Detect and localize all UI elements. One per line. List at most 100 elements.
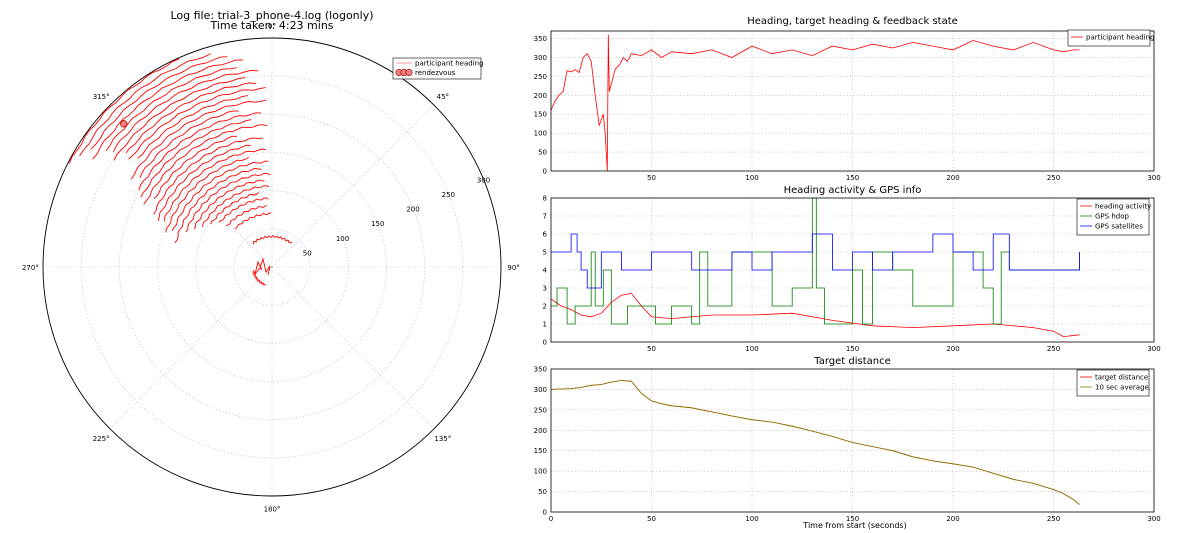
polar-labels: 0° 45° 90° 135° 180° 225° 270° 315° 50 100 150 200 2… xyxy=(22,22,520,513)
legend-label: GPS hdop xyxy=(1095,213,1129,221)
y-tick-label: 2 xyxy=(543,303,547,311)
polar-angle-label-270: 270° xyxy=(22,264,39,272)
polar-heading-arc xyxy=(157,144,251,222)
polar-heading-arc xyxy=(79,53,212,157)
polar-heading-arc xyxy=(202,185,270,228)
polar-heading-arc xyxy=(153,137,264,215)
heading-panel: Heading, target heading & feedback state… xyxy=(534,16,1161,182)
y-tick-label: 6 xyxy=(543,231,548,239)
polar-ring-150 xyxy=(157,152,387,382)
panel-title: Target distance xyxy=(813,356,891,367)
series-line-0 xyxy=(550,292,1080,338)
x-tick-label: 250 xyxy=(1047,345,1060,353)
series-line-1 xyxy=(550,379,1080,505)
polar-heading-arc xyxy=(174,167,262,244)
polar-heading-arc xyxy=(210,192,260,225)
polar-legend: participant heading rendezvous xyxy=(392,57,484,80)
polar-ring-200 xyxy=(119,114,425,420)
x-tick-label: 300 xyxy=(1147,345,1160,353)
polar-heading-arcs xyxy=(68,53,293,286)
polar-heading-arc xyxy=(130,99,267,180)
y-tick-label: 5 xyxy=(543,249,547,257)
panel-frame xyxy=(550,30,1155,172)
polar-heading-arc xyxy=(225,204,267,227)
polar-spoke-135 xyxy=(271,266,435,430)
legend-box xyxy=(1076,198,1150,236)
polar-spoke-225 xyxy=(109,266,273,430)
panel-title: Heading, target heading & feedback state xyxy=(747,16,958,27)
polar-heading-squiggle xyxy=(254,257,271,276)
y-tick-label: 4 xyxy=(543,267,548,275)
polar-heading-arc xyxy=(90,56,228,150)
x-tick-label: 100 xyxy=(745,515,758,523)
polar-angle-label-135: 135° xyxy=(434,435,451,443)
polar-radial-label-200: 200 xyxy=(406,206,419,214)
polar-plot: 0° 45° 90° 135° 180° 225° 270° 315° 50 100 150 200 2… xyxy=(22,22,520,513)
y-tick-label: 300 xyxy=(534,54,547,62)
polar-title-line2: Time taken: 4:23 mins xyxy=(209,19,333,32)
polar-radial-label-100: 100 xyxy=(336,235,349,243)
polar-radial-label-250: 250 xyxy=(442,191,455,199)
x-tick-label: 150 xyxy=(846,515,859,523)
distance-panel: Target distance 0 50 100 150 200 250 300 350 0 50 1… xyxy=(534,356,1161,523)
polar-heading-arc xyxy=(153,135,237,200)
x-tick-label: 100 xyxy=(745,345,758,353)
legend-label: participant heading xyxy=(1086,34,1155,42)
legend-label-rendezvous: rendezvous xyxy=(415,69,456,77)
polar-outer-circle xyxy=(42,37,502,497)
legend-marker-rendezvous-3 xyxy=(405,69,413,77)
x-tick-label: 150 xyxy=(846,345,859,353)
polar-heading-arc xyxy=(218,197,269,223)
x-tick-label: 100 xyxy=(745,174,758,182)
y-tick-label: 50 xyxy=(538,149,547,157)
polar-angle-label-180: 180° xyxy=(264,506,281,514)
polar-radial-label-150: 150 xyxy=(371,220,384,228)
polar-heading-arc xyxy=(92,59,243,160)
y-tick-label: 150 xyxy=(534,111,547,119)
polar-title-line1: Log file: trial-3_phone-4.log (logonly) xyxy=(170,9,373,22)
polar-ring-100 xyxy=(195,190,349,344)
legend-label: target distance xyxy=(1095,374,1148,382)
x-axis-label: Time from start (seconds) xyxy=(802,521,906,530)
x-tick-label: 0 xyxy=(549,515,553,523)
polar-angle-label-315: 315° xyxy=(93,93,110,101)
polar-heading-arc xyxy=(252,234,293,245)
y-tick-label: 0 xyxy=(543,509,547,517)
x-tick-label: 300 xyxy=(1147,515,1160,523)
legend-label: GPS satellites xyxy=(1095,223,1143,231)
polar-heading-arc xyxy=(165,156,249,233)
polar-heading-arc xyxy=(252,270,267,286)
x-tick-label: 300 xyxy=(1147,174,1160,182)
y-tick-label: 100 xyxy=(534,468,547,476)
x-tick-label: 200 xyxy=(946,174,959,182)
y-tick-label: 1 xyxy=(543,321,547,329)
y-tick-label: 0 xyxy=(543,168,547,176)
y-tick-label: 250 xyxy=(534,73,547,81)
y-tick-label: 250 xyxy=(534,406,547,414)
polar-heading-arc xyxy=(112,69,259,152)
x-tick-label: 50 xyxy=(647,174,656,182)
polar-heading-arc xyxy=(171,160,269,231)
polar-heading-arc xyxy=(163,148,266,222)
legend-label-heading: participant heading xyxy=(415,60,484,68)
polar-heading-arc xyxy=(139,110,239,179)
y-tick-label: 7 xyxy=(543,213,547,221)
y-tick-label: 8 xyxy=(543,195,547,203)
y-tick-label: 200 xyxy=(534,92,547,100)
panel-frame xyxy=(550,368,1155,513)
y-tick-label: 200 xyxy=(534,427,547,435)
series-line-2 xyxy=(551,233,1080,289)
x-tick-label: 50 xyxy=(647,515,656,523)
y-tick-label: 350 xyxy=(534,366,547,374)
x-tick-label: 200 xyxy=(946,345,959,353)
polar-heading-arc xyxy=(140,119,252,198)
polar-heading-arc xyxy=(234,212,272,229)
rendezvous-marker xyxy=(120,120,128,128)
polar-spoke-45 xyxy=(271,104,435,268)
series-line-0 xyxy=(550,379,1080,505)
y-tick-label: 150 xyxy=(534,447,547,455)
panel-frame xyxy=(550,197,1155,343)
y-tick-label: 50 xyxy=(538,488,547,496)
x-tick-label: 150 xyxy=(846,174,859,182)
polar-angle-label-225: 225° xyxy=(93,435,110,443)
